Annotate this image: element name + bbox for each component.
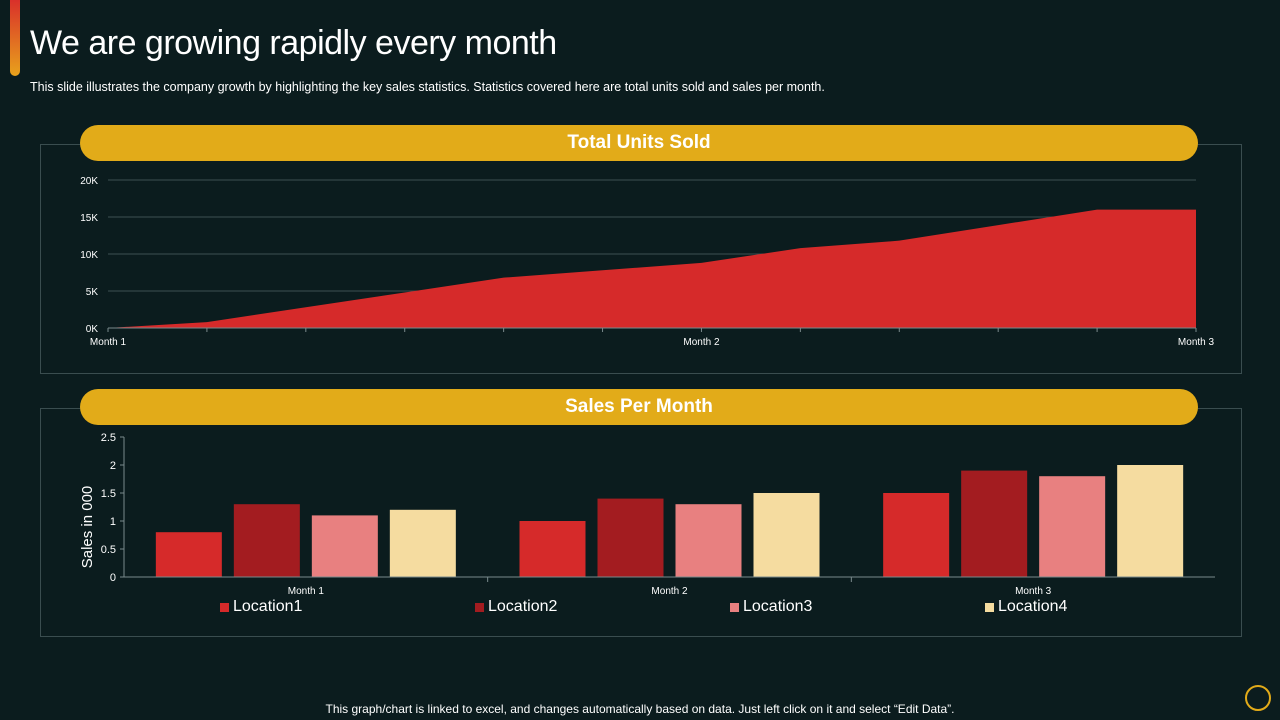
sales-bar-location3-month-1	[311, 515, 378, 577]
title-accent-bar	[10, 0, 20, 76]
sales-y-tick-label: 2	[110, 460, 116, 472]
sales-y-tick-label: 1	[110, 516, 116, 528]
legend-item-location3[interactable]: Location3	[730, 598, 812, 616]
sales-y-tick-label: 1.5	[101, 488, 116, 500]
page-title: We are growing rapidly every month	[30, 24, 557, 62]
sales-bar-location2-month-1	[233, 504, 300, 577]
units-chart-title: Total Units Sold	[80, 125, 1198, 161]
sales-y-tick-label: 0	[110, 572, 116, 584]
page-subtitle: This slide illustrates the company growt…	[30, 80, 825, 94]
sales-x-tick-label: Month 2	[651, 586, 688, 597]
sales-x-tick-label: Month 3	[1015, 586, 1052, 597]
sales-y-tick-label: 0.5	[101, 544, 116, 556]
legend-swatch-location2	[475, 602, 484, 612]
legend-label-location1: Location1	[233, 598, 303, 615]
units-area-series	[108, 209, 1196, 328]
sales-chart-legend: Location1 Location2 Location3 Location4	[0, 598, 1280, 618]
units-y-tick-label: 5K	[86, 287, 99, 298]
sales-bar-location4-month-3	[1117, 465, 1184, 577]
legend-swatch-location4	[985, 602, 994, 612]
units-y-tick-label: 10K	[80, 250, 98, 261]
sales-bar-location4-month-1	[389, 509, 456, 577]
legend-item-location1[interactable]: Location1	[220, 598, 302, 616]
units-y-tick-label: 0K	[86, 324, 99, 335]
sales-bar-location2-month-2	[597, 498, 664, 577]
units-y-tick-label: 15K	[80, 213, 98, 224]
legend-label-location4: Location4	[998, 598, 1068, 615]
sales-bar-location3-month-3	[1039, 476, 1106, 577]
units-x-tick-label: Month 2	[683, 337, 720, 348]
sales-bar-location1-month-2	[519, 521, 586, 577]
sales-y-axis-label: Sales in 000	[79, 486, 96, 569]
units-y-tick-label: 20K	[80, 176, 98, 187]
sales-bar-location3-month-2	[675, 504, 742, 577]
sales-x-tick-label: Month 1	[288, 586, 325, 597]
sales-y-tick-label: 2.5	[101, 432, 116, 444]
sales-bar-location2-month-3	[961, 470, 1028, 577]
legend-swatch-location3	[730, 602, 739, 612]
units-x-tick-label: Month 3	[1178, 337, 1215, 348]
sales-bar-location1-month-3	[883, 493, 950, 577]
legend-label-location3: Location3	[743, 598, 813, 615]
corner-circle-decoration	[1245, 685, 1271, 711]
footer-note: This graph/chart is linked to excel, and…	[325, 702, 955, 716]
legend-label-location2: Location2	[488, 598, 558, 615]
sales-bar-location1-month-1	[155, 532, 222, 577]
sales-bar-location4-month-2	[753, 493, 820, 577]
legend-item-location4[interactable]: Location4	[985, 598, 1067, 616]
sales-chart-title: Sales Per Month	[80, 389, 1198, 425]
legend-item-location2[interactable]: Location2	[475, 598, 557, 616]
units-x-tick-label: Month 1	[90, 337, 127, 348]
legend-swatch-location1	[220, 602, 229, 612]
